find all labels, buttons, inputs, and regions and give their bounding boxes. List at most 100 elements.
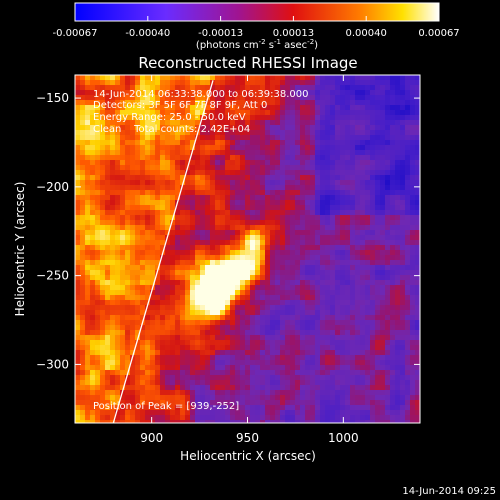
heatmap-cell [325,290,330,295]
heatmap-cell [285,315,290,320]
heatmap-cell [215,195,220,200]
heatmap-cell [325,75,330,80]
heatmap-cell [375,415,380,420]
heatmap-cell [110,185,115,190]
heatmap-cell [370,110,375,115]
heatmap-cell [390,360,395,365]
heatmap-cell [250,325,255,330]
heatmap-cell [90,310,95,315]
heatmap-cell [275,220,280,225]
heatmap-cell [265,340,270,345]
heatmap-cell [230,195,235,200]
heatmap-cell [365,240,370,245]
heatmap-cell [305,285,310,290]
heatmap-cell [280,340,285,345]
heatmap-cell [110,410,115,415]
heatmap-cell [360,360,365,365]
heatmap-cell [325,130,330,135]
heatmap-cell [95,255,100,260]
heatmap-cell [270,410,275,415]
heatmap-cell [275,115,280,120]
heatmap-cell [295,235,300,240]
heatmap-cell [310,255,315,260]
heatmap-cell [190,235,195,240]
heatmap-cell [405,130,410,135]
heatmap-cell [415,75,420,80]
heatmap-cell [240,200,245,205]
heatmap-cell [290,280,295,285]
heatmap-cell [245,225,250,230]
heatmap-cell [380,110,385,115]
heatmap-cell [305,140,310,145]
heatmap-cell [185,355,190,360]
heatmap-cell [220,75,225,80]
heatmap-cell [260,215,265,220]
heatmap-cell [385,85,390,90]
heatmap-cell [210,410,215,415]
heatmap-cell [290,175,295,180]
heatmap-cell [95,205,100,210]
heatmap-cell [265,355,270,360]
heatmap-cell [220,315,225,320]
heatmap-cell [105,210,110,215]
heatmap-cell [325,395,330,400]
heatmap-cell [105,255,110,260]
heatmap-cell [255,335,260,340]
heatmap-cell [260,390,265,395]
heatmap-cell [145,225,150,230]
heatmap-cell [285,305,290,310]
heatmap-cell [120,220,125,225]
heatmap-cell [310,370,315,375]
heatmap-cell [115,360,120,365]
heatmap-cell [135,310,140,315]
heatmap-cell [260,375,265,380]
heatmap-cell [220,390,225,395]
heatmap-cell [85,260,90,265]
heatmap-cell [85,105,90,110]
heatmap-cell [260,280,265,285]
heatmap-cell [310,135,315,140]
heatmap-cell [280,370,285,375]
heatmap-cell [340,265,345,270]
heatmap-cell [380,215,385,220]
heatmap-cell [195,220,200,225]
heatmap-cell [280,145,285,150]
y-axis-label: Heliocentric Y (arcsec) [13,182,27,317]
heatmap-cell [265,315,270,320]
heatmap-cell [190,200,195,205]
heatmap-cell [265,205,270,210]
heatmap-cell [395,410,400,415]
heatmap-cell [400,120,405,125]
heatmap-cell [110,380,115,385]
heatmap-cell [305,405,310,410]
heatmap-cell [335,170,340,175]
heatmap-cell [330,100,335,105]
heatmap-cell [290,210,295,215]
heatmap-cell [140,385,145,390]
heatmap-cell [355,150,360,155]
heatmap-cell [140,305,145,310]
heatmap-cell [385,95,390,100]
heatmap-cell [275,310,280,315]
heatmap-cell [250,125,255,130]
heatmap-cell [270,230,275,235]
heatmap-cell [90,90,95,95]
heatmap-cell [150,125,155,130]
heatmap-cell [305,155,310,160]
heatmap-cell [375,185,380,190]
y-tick-label: −300 [36,357,69,371]
heatmap-cell [125,205,130,210]
heatmap-cell [210,155,215,160]
heatmap-cell [355,230,360,235]
heatmap-cell [90,385,95,390]
heatmap-cell [285,75,290,80]
heatmap-cell [310,120,315,125]
heatmap-cell [260,400,265,405]
heatmap-cell [415,140,420,145]
heatmap-cell [410,115,415,120]
heatmap-cell [185,360,190,365]
heatmap-cell [375,365,380,370]
heatmap-cell [295,205,300,210]
heatmap-cell [240,110,245,115]
heatmap-cell [245,130,250,135]
